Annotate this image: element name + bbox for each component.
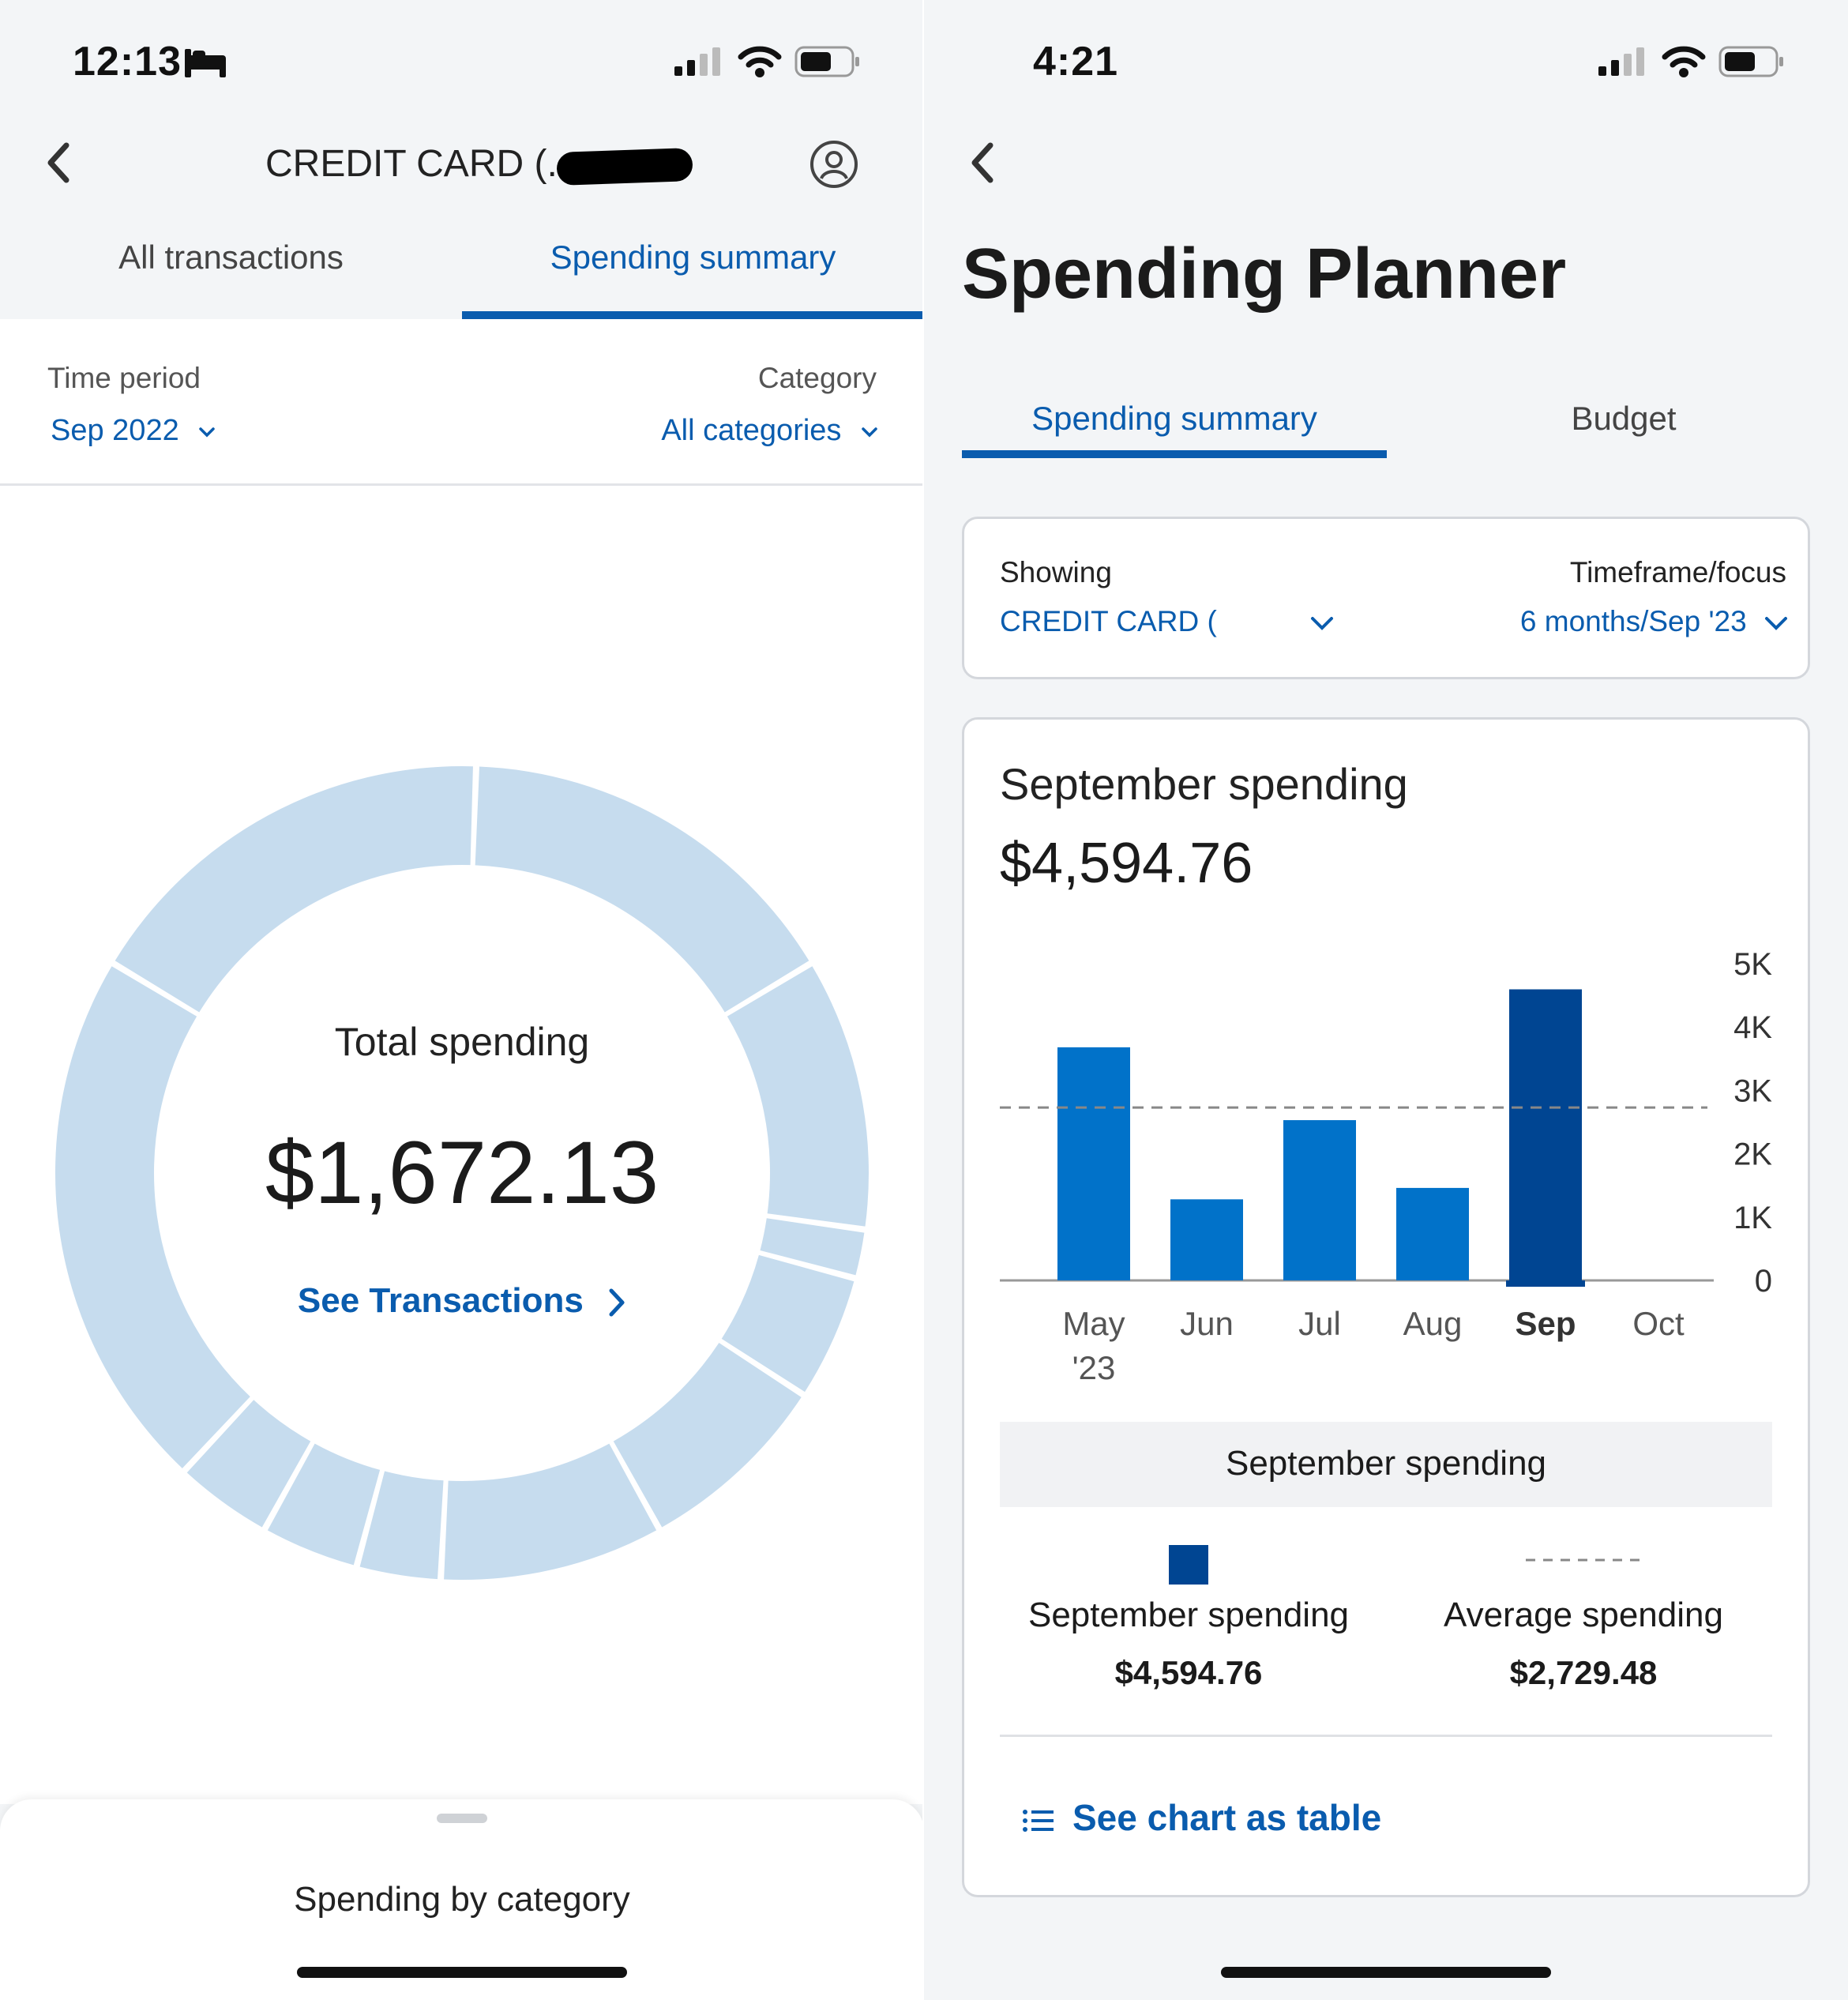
september-spending-card bbox=[962, 717, 1810, 1897]
donut-segment[interactable] bbox=[115, 766, 473, 1013]
status-time: 12:13 bbox=[73, 39, 182, 85]
wifi-icon bbox=[1662, 44, 1706, 79]
home-indicator bbox=[1221, 1967, 1551, 1978]
donut-segment[interactable] bbox=[186, 1400, 311, 1528]
sheet-title: Spending by category bbox=[294, 1880, 630, 1919]
showing-label: Showing bbox=[1000, 556, 1112, 588]
tab-all-transactions[interactable]: All transactions bbox=[118, 239, 344, 276]
right-screen: 4:21 Spending Planner Spending summary B… bbox=[924, 0, 1848, 2000]
showing-dropdown[interactable]: CREDIT CARD ( bbox=[1000, 605, 1334, 638]
see-chart-as-table-label: See chart as table bbox=[1072, 1797, 1382, 1838]
back-chevron-icon[interactable] bbox=[968, 141, 997, 185]
card-title: September spending bbox=[1000, 759, 1408, 809]
selected-month-band bbox=[1000, 1422, 1772, 1507]
see-transactions-link[interactable]: See Transactions bbox=[0, 1281, 924, 1321]
legend-value-selected: $4,594.76 bbox=[1114, 1654, 1263, 1691]
tab-spending-summary[interactable]: Spending summary bbox=[550, 239, 836, 276]
battery-icon bbox=[1718, 46, 1785, 77]
home-indicator bbox=[297, 1967, 627, 1978]
bar-4[interactable] bbox=[1509, 989, 1582, 1280]
chevron-right-icon bbox=[609, 1288, 625, 1317]
back-chevron-icon[interactable] bbox=[44, 141, 73, 185]
total-spending-label: Total spending bbox=[334, 1020, 590, 1064]
card-amount: $4,594.76 bbox=[1000, 832, 1253, 895]
filter-divider bbox=[0, 483, 924, 486]
time-period-dropdown[interactable]: Sep 2022 bbox=[51, 414, 216, 448]
donut-segment[interactable] bbox=[444, 1443, 657, 1580]
y-tick-label: 2K bbox=[1733, 1137, 1772, 1172]
x-tick-label: Oct bbox=[1632, 1305, 1685, 1342]
active-tab-indicator bbox=[462, 311, 924, 319]
header-title: CREDIT CARD (... bbox=[265, 143, 579, 185]
filters-card bbox=[962, 517, 1810, 679]
bar-2[interactable] bbox=[1283, 1120, 1356, 1280]
bar-1[interactable] bbox=[1170, 1199, 1243, 1280]
legend-swatch-selected bbox=[1169, 1545, 1208, 1585]
timeframe-value: 6 months/Sep '23 bbox=[1519, 605, 1747, 637]
see-chart-as-table-link[interactable]: See chart as table bbox=[1022, 1796, 1381, 1839]
donut-segment[interactable] bbox=[267, 1443, 381, 1566]
card-divider bbox=[1000, 1735, 1772, 1737]
tab-budget[interactable]: Budget bbox=[1571, 400, 1677, 437]
y-tick-label: 4K bbox=[1733, 1010, 1772, 1045]
y-tick-label: 0 bbox=[1755, 1264, 1772, 1299]
chevron-down-icon bbox=[199, 427, 216, 438]
profile-icon[interactable] bbox=[809, 139, 859, 190]
battery-icon bbox=[794, 46, 861, 77]
legend-value-average: $2,729.48 bbox=[1509, 1654, 1658, 1691]
tab-spending-summary[interactable]: Spending summary bbox=[1031, 400, 1317, 437]
signal-icon bbox=[1597, 46, 1647, 77]
total-spending-value: $1,672.13 bbox=[265, 1123, 659, 1222]
category-value: All categories bbox=[661, 414, 842, 447]
donut-segment[interactable] bbox=[613, 1342, 802, 1528]
donut-segment[interactable] bbox=[760, 1218, 865, 1276]
page-title: Spending Planner bbox=[962, 235, 1567, 314]
donut-segment[interactable] bbox=[727, 966, 870, 1227]
active-tab-indicator bbox=[962, 450, 1387, 458]
chevron-down-icon bbox=[1765, 617, 1787, 631]
time-period-value: Sep 2022 bbox=[51, 414, 179, 447]
x-tick-label: '23 bbox=[1072, 1349, 1116, 1386]
wifi-icon bbox=[738, 44, 782, 79]
donut-segment[interactable] bbox=[359, 1471, 444, 1580]
x-tick-label: Jun bbox=[1180, 1305, 1234, 1342]
legend-label-average: Average spending bbox=[1444, 1596, 1723, 1634]
donut-segment[interactable] bbox=[721, 1254, 855, 1393]
selected-month-band-label: September spending bbox=[1225, 1444, 1547, 1483]
sheet-grabber[interactable] bbox=[437, 1814, 487, 1823]
legend-label-selected: September spending bbox=[1027, 1596, 1350, 1634]
see-transactions-label: See Transactions bbox=[297, 1281, 584, 1320]
y-tick-label: 5K bbox=[1733, 947, 1772, 982]
donut-segment[interactable] bbox=[475, 766, 809, 1013]
chevron-down-icon bbox=[1311, 617, 1334, 631]
category-label: Category bbox=[757, 362, 877, 394]
x-tick-label: May bbox=[1062, 1305, 1125, 1342]
status-time: 4:21 bbox=[1033, 39, 1119, 85]
timeframe-label: Timeframe/focus bbox=[1569, 556, 1786, 588]
spending-by-category-sheet[interactable] bbox=[0, 1799, 924, 2000]
bar-3[interactable] bbox=[1396, 1187, 1469, 1280]
redaction-mark bbox=[556, 148, 693, 186]
sleep-mode-icon bbox=[183, 47, 227, 79]
legend-swatch-average bbox=[1526, 1558, 1644, 1562]
x-tick-label: Sep bbox=[1515, 1305, 1576, 1342]
y-tick-label: 3K bbox=[1733, 1073, 1772, 1108]
time-period-label: Time period bbox=[47, 362, 201, 394]
left-screen: 12:13 CREDIT CARD (... All transactions … bbox=[0, 39, 924, 2000]
list-icon bbox=[1023, 1809, 1054, 1832]
selected-bar-indicator bbox=[1506, 1280, 1585, 1287]
y-tick-label: 1K bbox=[1733, 1201, 1772, 1235]
spending-donut-chart[interactable] bbox=[47, 758, 877, 1588]
timeframe-dropdown[interactable]: 6 months/Sep '23 bbox=[1520, 605, 1788, 638]
bar-0[interactable] bbox=[1057, 1047, 1130, 1280]
category-dropdown[interactable]: All categories bbox=[661, 414, 878, 448]
x-tick-label: Aug bbox=[1403, 1305, 1463, 1342]
x-tick-label: Jul bbox=[1298, 1305, 1341, 1342]
signal-icon bbox=[673, 46, 723, 77]
chevron-down-icon bbox=[862, 427, 877, 438]
donut-segment[interactable] bbox=[54, 966, 250, 1468]
monthly-spending-bar-chart[interactable]: 0 1K 2K 3K 4K 5K May '23 Jun Jul Aug Sep Oct bbox=[924, 932, 1848, 1390]
showing-value: CREDIT CARD ( bbox=[1000, 605, 1217, 637]
